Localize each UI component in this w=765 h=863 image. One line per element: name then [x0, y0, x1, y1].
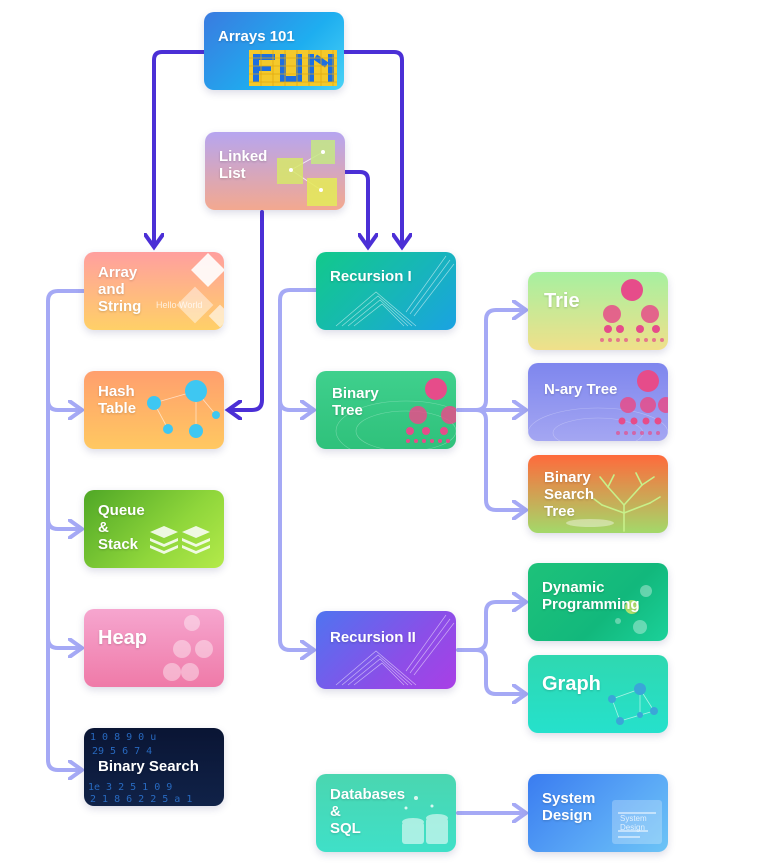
card-label: Linked List [219, 148, 268, 182]
card-recursion-2[interactable]: Recursion II [316, 611, 456, 689]
fun-pixel-icon [249, 50, 337, 86]
card-label: Hash Table [98, 383, 137, 417]
arrow-arrays-to-recursion1 [341, 50, 402, 245]
graph-nodes-icon [608, 683, 658, 725]
card-hash-table[interactable]: Hash Table [84, 371, 224, 449]
card-queue-and-stack[interactable]: Queue & Stack [84, 490, 224, 568]
design-document-icon [612, 800, 662, 844]
card-heap[interactable]: Heap [84, 609, 224, 687]
card-label: Queue & Stack [98, 502, 145, 553]
database-cylinders-icon [402, 796, 448, 844]
svg-text:1e 3 2 5 1 0 9: 1e 3 2 5 1 0 9 [88, 782, 172, 793]
heap-circles-icon [163, 615, 213, 681]
svg-text:29 5 6 7 4: 29 5 6 7 4 [92, 746, 152, 757]
card-label: Trie [544, 290, 580, 312]
hash-nodes-icon [147, 380, 220, 438]
arrow-to-heap [46, 636, 80, 648]
card-label: Binary Tree [332, 385, 379, 419]
card-graph[interactable]: Graph [528, 655, 668, 733]
card-dynamic-programming[interactable]: Dynamic Programming [528, 563, 668, 641]
card-label: System Design [542, 790, 596, 824]
card-label: Binary Search Tree [544, 469, 595, 520]
card-label: Arrays 101 [218, 28, 295, 45]
card-label: Dynamic Programming [542, 579, 640, 613]
svg-text:2 1 8 6 2 2 5 a 1: 2 1 8 6 2 2 5 a 1 [90, 794, 192, 805]
card-label: Heap [98, 627, 147, 649]
arrow-binarytree-to-trie [456, 310, 524, 412]
arrow-to-queuestack [46, 517, 80, 529]
card-binary-search-tree[interactable]: Binary Search Tree [528, 455, 668, 533]
card-label: Array and String [98, 264, 142, 315]
svg-text:1 0 8 9 0 u: 1 0 8 9 0 u [90, 732, 156, 743]
card-label: Recursion II [330, 629, 416, 646]
branch-tree-icon [566, 472, 661, 532]
card-label: Recursion I [330, 268, 412, 285]
arrow-recursion2-to-dp [456, 602, 524, 652]
hello-world-text: Hello World [156, 300, 203, 310]
nary-circles-icon [528, 370, 668, 441]
arrow-recursion1-to-list [278, 288, 318, 650]
card-binary-search[interactable]: 1 0 8 9 0 u 29 5 6 7 4 1e 3 2 5 1 0 9 2 … [84, 728, 224, 806]
recursive-lines-icon [335, 255, 455, 327]
dp-bubbles-icon [615, 585, 652, 634]
card-trie[interactable]: Trie [528, 272, 668, 350]
arrow-linkedlist-to-hashtable [230, 210, 264, 410]
card-databases-and-sql[interactable]: Databases & SQL [316, 774, 456, 852]
arrow-to-hashtable [46, 398, 80, 410]
card-system-design[interactable]: System Design System Design [528, 774, 668, 852]
trie-circles-icon [600, 279, 664, 342]
card-label: Binary Search [98, 758, 199, 775]
card-linked-list[interactable]: Linked List [205, 132, 345, 210]
arrow-to-binarytree [278, 398, 312, 410]
tree-circles-icon [335, 378, 456, 449]
arrow-binarytree-to-bst [474, 408, 524, 510]
arrow-linkedlist-to-recursion1 [343, 170, 368, 245]
diamond-shapes-icon [176, 253, 224, 328]
card-label: Graph [542, 673, 601, 695]
fun-badge: FUN [204, 12, 205, 13]
stack-layers-icon [150, 526, 210, 554]
arrow-recursion2-to-graph [474, 648, 524, 694]
system-design-caption: System Design [620, 814, 647, 832]
card-nary-tree[interactable]: N-ary Tree [528, 363, 668, 441]
card-binary-tree[interactable]: Binary Tree [316, 371, 456, 449]
card-recursion-1[interactable]: Recursion I [316, 252, 456, 330]
arrow-arraystring-to-list [46, 289, 86, 770]
arrow-arrays-to-arraystring [154, 50, 207, 245]
digits-background-icon: 1 0 8 9 0 u 29 5 6 7 4 1e 3 2 5 1 0 9 2 … [88, 732, 192, 805]
card-array-and-string[interactable]: Array and String Hello World [84, 252, 224, 330]
card-label: Databases & SQL [330, 786, 406, 837]
linked-nodes-icon [277, 140, 337, 206]
recursive-lines-icon [335, 614, 455, 686]
card-label: N-ary Tree [544, 381, 618, 398]
card-arrays-101[interactable]: Arrays 101 FUN [204, 12, 344, 90]
